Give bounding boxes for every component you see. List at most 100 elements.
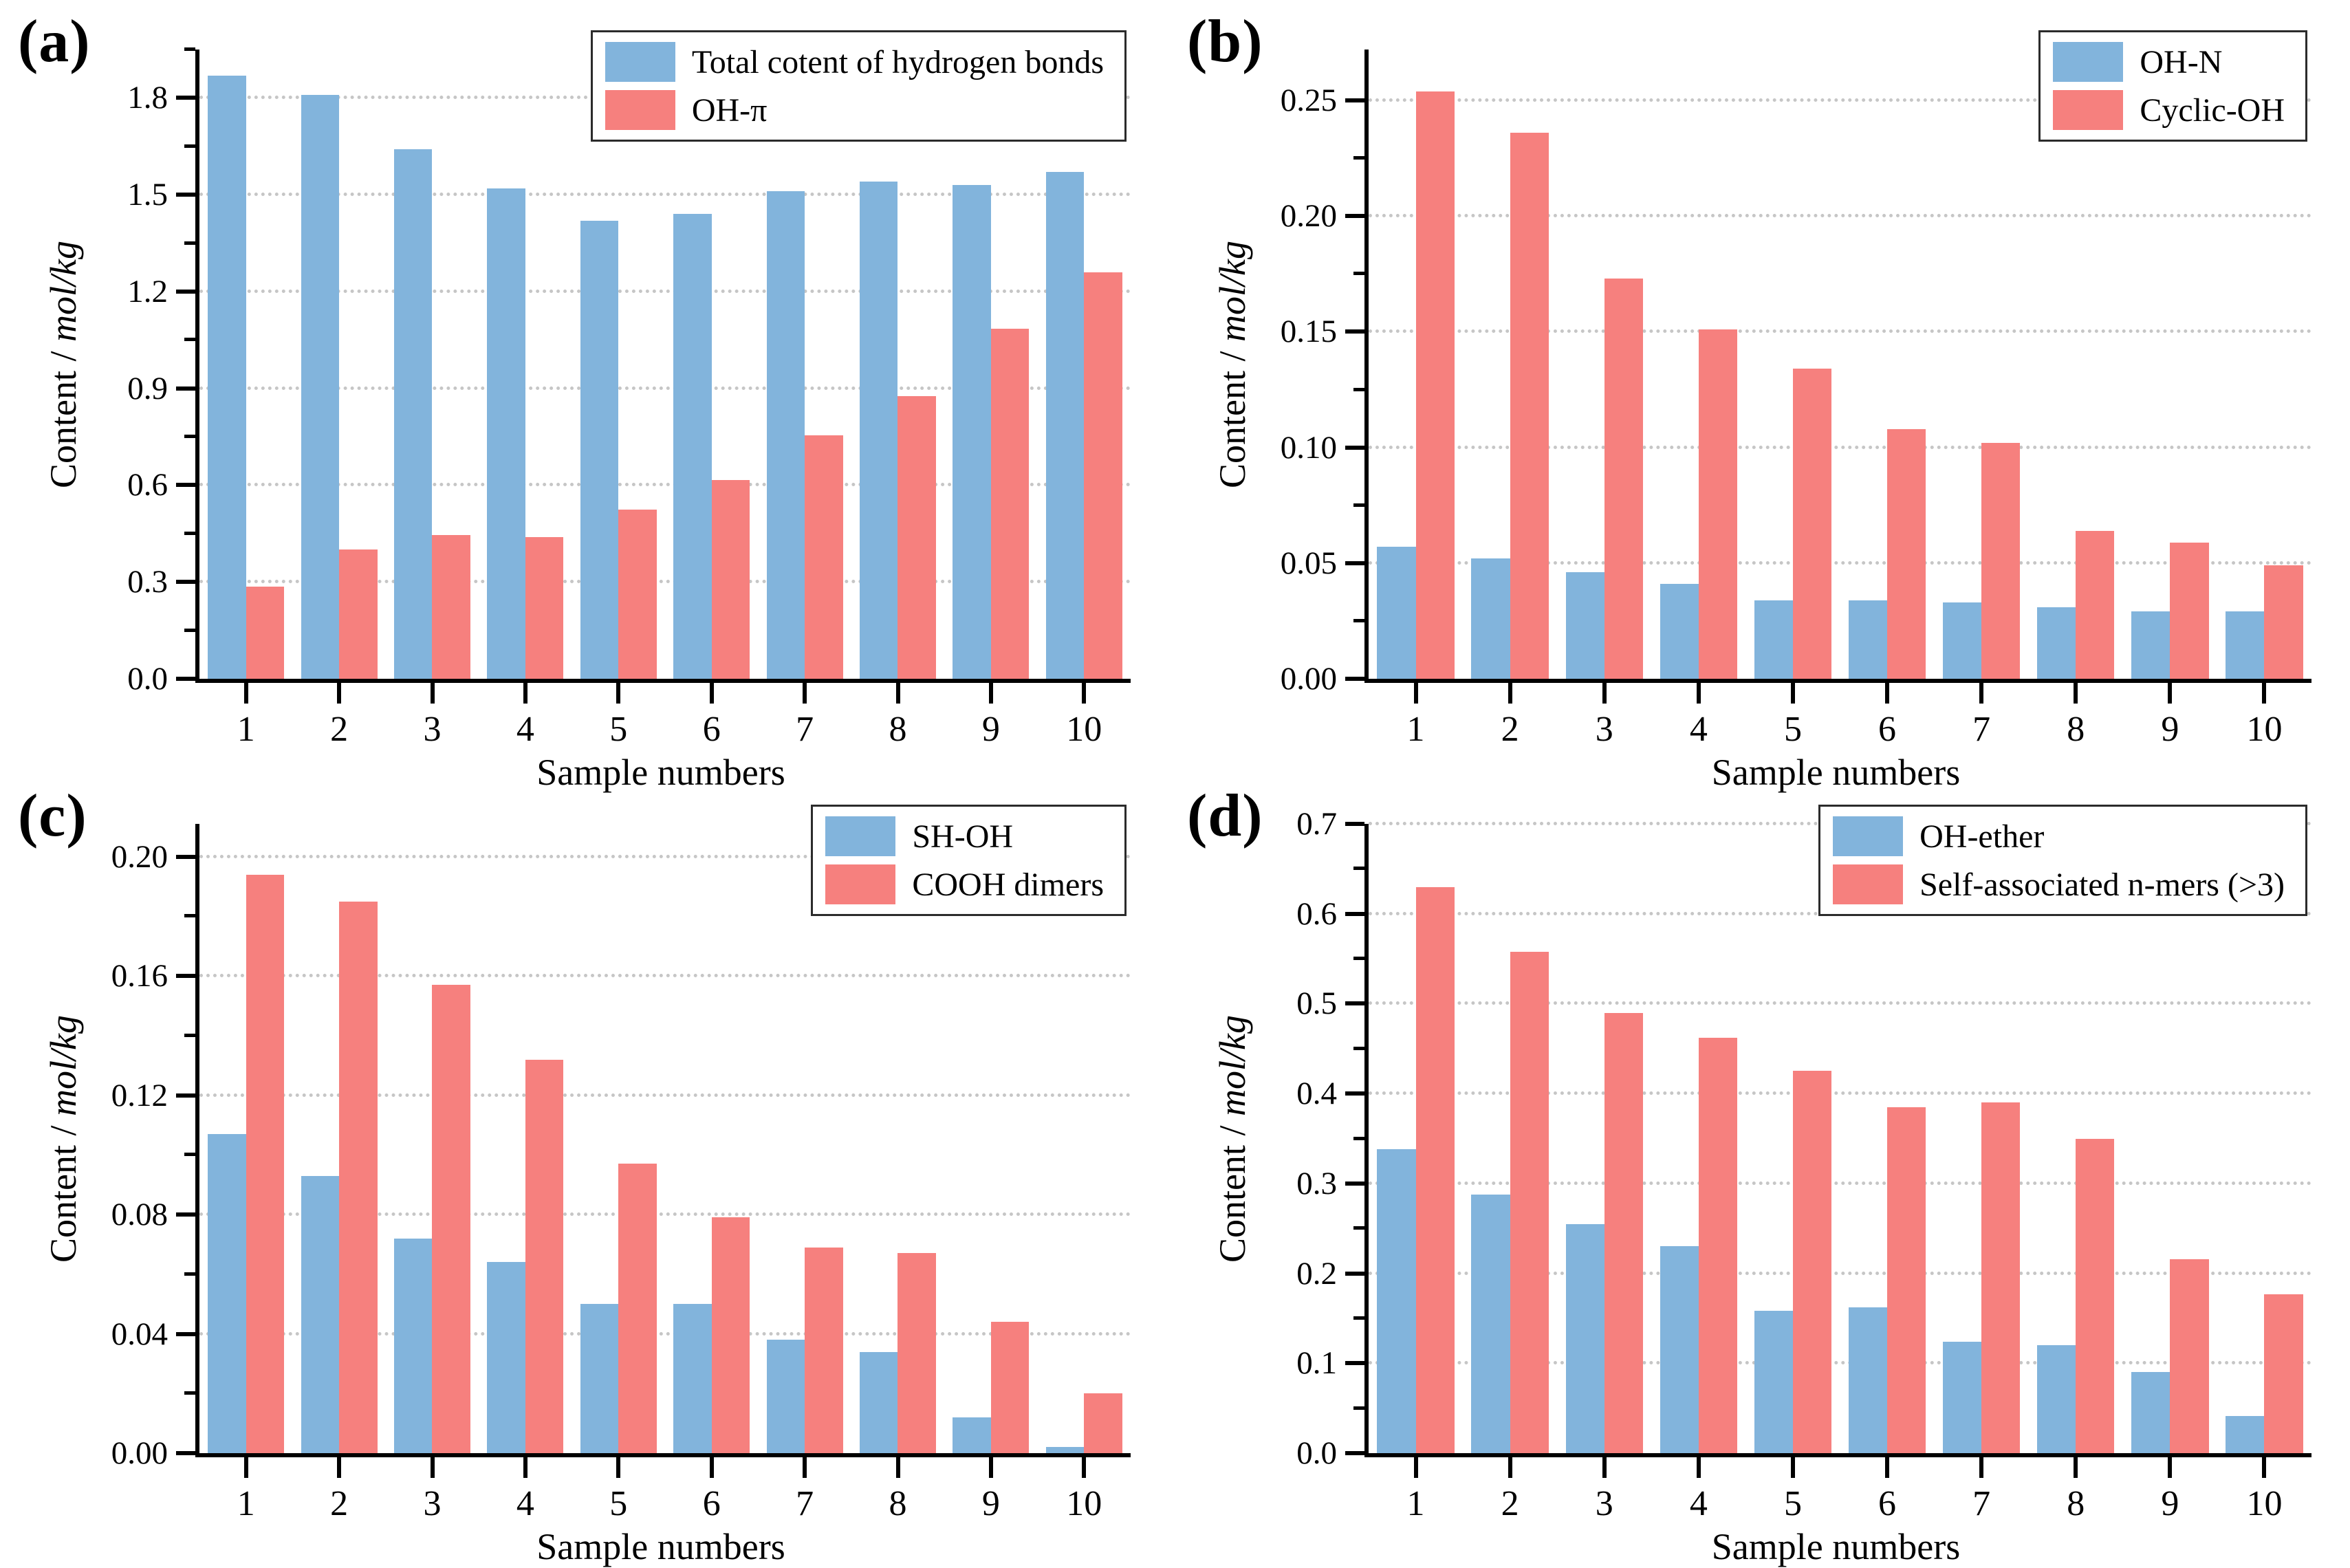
legend-swatch [825, 864, 896, 904]
bar [487, 188, 525, 679]
x-tick [1979, 683, 1984, 704]
gridline [199, 386, 1131, 390]
bar [339, 549, 378, 679]
y-tick [1345, 98, 1364, 103]
bar [1887, 428, 1926, 679]
x-tick-label: 8 [889, 1484, 907, 1523]
bar [2037, 607, 2076, 679]
x-tick [1082, 683, 1087, 704]
gridline [1369, 445, 2311, 449]
x-tick-label: 5 [1783, 710, 1802, 749]
x-tick [709, 1457, 714, 1478]
y-minor-tick [184, 241, 195, 245]
bar [1754, 600, 1793, 679]
y-tick [1345, 1001, 1364, 1006]
y-tick-label: 0.25 [1280, 83, 1337, 119]
x-tick-label: 3 [423, 1484, 442, 1523]
y-tick-label: 0.2 [1296, 1255, 1337, 1292]
bar [2076, 530, 2115, 679]
panel-c: (c) 0.00 0.04 0.08 0.12 0.16 0.20 1 2 3 4 5 6 7 8 9 10 SH… [0, 774, 1169, 1567]
plot-area: 0.0 0.3 0.6 0.9 1.2 1.5 1.8 1 2 3 4 5 6 7 8 9 10 Total co… [127, 30, 1131, 749]
bar [1792, 1071, 1832, 1453]
bar-group [1840, 824, 1935, 1453]
x-tick-label: 9 [981, 710, 1000, 749]
x-tick [1602, 683, 1607, 704]
legend-swatch [1833, 816, 1904, 856]
x-tick [430, 683, 435, 704]
x-tick-label: 10 [2246, 710, 2283, 749]
bar [805, 435, 843, 679]
gridline [1369, 1091, 2311, 1096]
x-tick [1696, 683, 1701, 704]
y-minor-tick [1353, 1316, 1364, 1320]
plot-area: 0.0 0.1 0.2 0.3 0.4 0.5 0.6 0.7 1 2 3 4 5 6 7 8 9 10 OH-et… [1296, 805, 2311, 1523]
x-tick-label: 2 [1501, 710, 1519, 749]
y-tick-label: 0.08 [111, 1197, 168, 1233]
bar-group [1745, 50, 1840, 679]
y-tick [176, 96, 195, 100]
x-tick [709, 683, 714, 704]
bar [1045, 1447, 1085, 1453]
y-tick-label: 0.00 [1280, 661, 1337, 697]
x-tick [616, 683, 621, 704]
bar [1415, 91, 1455, 679]
bar-group [851, 50, 944, 679]
x-tick [1790, 683, 1795, 704]
y-tick [176, 677, 195, 681]
y-tick [1345, 560, 1364, 565]
legend-swatch [605, 42, 675, 82]
y-tick [176, 1212, 195, 1217]
y-axis-title-text: Content / [1212, 1115, 1253, 1263]
bar [339, 901, 378, 1453]
bar [1045, 172, 1085, 679]
bar-group [758, 50, 851, 679]
y-tick-label: 0.04 [111, 1316, 168, 1352]
x-tick [243, 1457, 248, 1478]
bar [1698, 329, 1738, 679]
y-tick-label: 0.1 [1296, 1345, 1337, 1382]
y-axis-title-unit: mol/kg [1212, 240, 1253, 342]
bar [1471, 1194, 1510, 1453]
bar-group [199, 824, 292, 1453]
x-tick-label: 4 [1689, 710, 1708, 749]
panel-label: (c) [18, 783, 87, 849]
x-tick-label: 8 [2067, 710, 2085, 749]
bar-group [1369, 50, 1463, 679]
x-tick-label: 8 [889, 710, 907, 749]
bar [1848, 600, 1888, 679]
bar [1510, 951, 1549, 1453]
bar-group [1935, 50, 2029, 679]
y-tick [1345, 445, 1364, 450]
bar [1377, 547, 1416, 679]
y-tick [176, 386, 195, 391]
y-tick-label: 1.8 [127, 80, 168, 116]
bar-group [2029, 824, 2123, 1453]
x-tick-label: 3 [1595, 710, 1613, 749]
x-tick-label: 4 [1689, 1484, 1708, 1523]
bar-group [665, 50, 758, 679]
y-axis-title: Content / mol/kg [42, 241, 85, 488]
y-tick [176, 1331, 195, 1336]
legend-item: Total cotent of hydrogen bonds [605, 42, 1104, 82]
y-tick [176, 483, 195, 488]
y-axis-title-unit: mol/kg [43, 1014, 84, 1116]
x-tick [430, 1457, 435, 1478]
y-tick-label: 1.5 [127, 177, 168, 213]
y-tick [176, 974, 195, 979]
y-tick-label: 0.20 [111, 838, 168, 875]
legend-series-label: Self-associated n-mers (>3) [1919, 866, 2285, 903]
x-tick-label: 7 [1972, 1484, 1991, 1523]
bar [1084, 272, 1122, 679]
x-tick [523, 683, 527, 704]
x-tick [803, 1457, 807, 1478]
bar-group [386, 824, 479, 1453]
bar [953, 1417, 991, 1453]
y-minor-tick [1353, 618, 1364, 622]
bar [1510, 133, 1549, 679]
x-tick-label: 1 [1406, 710, 1425, 749]
bar-group [479, 50, 572, 679]
x-tick [895, 1457, 900, 1478]
x-tick-label: 3 [1595, 1484, 1613, 1523]
bar [1604, 279, 1643, 679]
